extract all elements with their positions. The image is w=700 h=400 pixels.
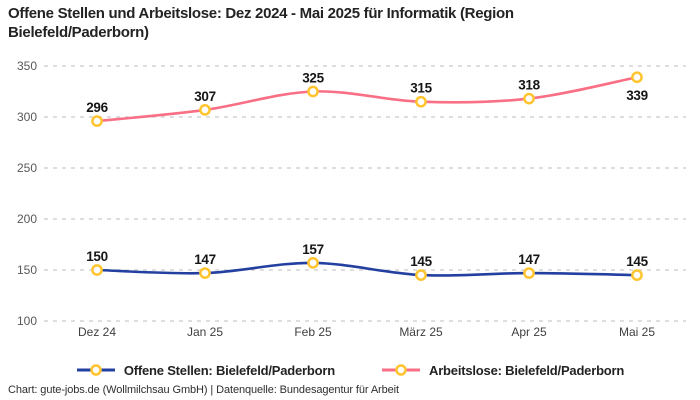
x-axis-tick-label: Mai 25 [619,325,655,339]
data-point-label: 307 [194,89,216,104]
line-chart: 350 300 250 200 150 100 Dez 24 Jan 25 Feb 25 März… [17,59,686,339]
data-point-label: 157 [302,242,324,257]
legend-label-arbeitslose: Arbeitslose: Bielefeld/Paderborn [429,362,625,378]
data-point-label: 147 [518,252,540,267]
data-point-marker[interactable] [307,257,319,269]
x-axis-tick-label: Jan 25 [187,325,223,339]
data-point-label: 147 [194,252,216,267]
data-point-marker[interactable] [199,267,211,279]
data-point-label: 150 [86,249,108,264]
data-point-marker[interactable] [199,104,211,116]
data-point-label: 145 [626,254,648,269]
attribution-text: Chart: gute-jobs.de (Wollmilchsau GmbH) … [8,384,399,396]
y-axis-tick-label: 100 [17,314,37,328]
data-point-label: 315 [410,81,432,96]
data-point-marker[interactable] [307,85,319,98]
data-point-marker[interactable] [91,264,103,276]
chart-title: Offene Stellen und Arbeitslose: Dez 2024… [8,5,514,42]
data-point-marker[interactable] [523,267,535,279]
data-point-label: 296 [86,100,108,115]
series-line [95,75,639,123]
y-axis-tick-label: 250 [17,161,37,175]
series-line [95,261,639,277]
x-axis-tick-label: Dez 24 [78,325,116,339]
line-marker-icon [76,364,115,376]
x-axis-tick-label: Apr 25 [511,325,547,339]
data-point-label: 145 [410,254,432,269]
legend-label-offene-stellen: Offene Stellen: Bielefeld/Paderborn [123,362,335,378]
data-point-label: 339 [626,88,648,103]
data-point-marker[interactable] [415,95,427,108]
y-axis-tick-label: 150 [17,263,37,277]
data-point-marker[interactable] [415,269,427,281]
y-axis-tick-label: 350 [17,59,37,73]
legend-item-offene-stellen[interactable]: Offene Stellen: Bielefeld/Paderborn [76,363,335,378]
data-point-marker[interactable] [91,115,103,127]
data-point-marker[interactable] [631,71,643,84]
data-point-marker[interactable] [631,269,643,281]
x-axis-tick-label: März 25 [399,325,443,339]
x-axis-tick-label: Feb 25 [294,325,332,339]
line-marker-icon [382,364,420,376]
data-point-marker[interactable] [523,92,535,105]
data-point-label: 325 [302,71,324,86]
y-axis-tick-label: 300 [17,110,37,124]
legend-item-arbeitslose[interactable]: Arbeitslose: Bielefeld/Paderborn [381,363,624,378]
chart-legend: Offene Stellen: Bielefeld/Paderborn Arbe… [0,358,700,382]
data-point-label: 318 [518,78,540,93]
y-axis-tick-label: 200 [17,212,37,226]
